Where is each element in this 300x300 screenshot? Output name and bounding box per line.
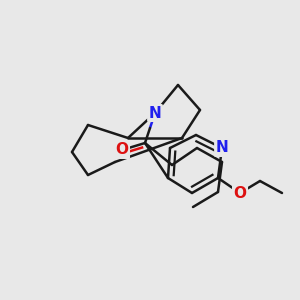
Text: O: O <box>116 142 128 158</box>
Text: N: N <box>148 106 161 121</box>
Text: O: O <box>233 185 247 200</box>
Text: N: N <box>216 140 228 155</box>
